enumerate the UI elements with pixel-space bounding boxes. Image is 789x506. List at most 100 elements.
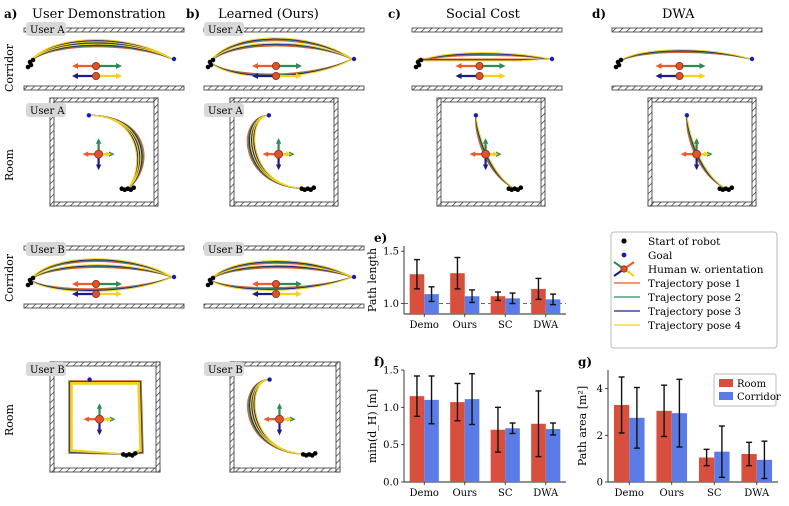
orientation-arrow-down-head xyxy=(95,164,102,171)
legend-human-label: Human w. orientation xyxy=(648,264,764,276)
orientation-arrow-left-head xyxy=(252,291,258,297)
column-headers: a) User Demonstration b) Learned (Ours) … xyxy=(4,7,695,22)
room-wall-left xyxy=(49,97,55,207)
orientation-arrow-left-head xyxy=(72,291,78,297)
orientation-arrow-up-head xyxy=(482,138,489,144)
panel-letter: f) xyxy=(374,355,385,369)
robot-start-marker xyxy=(311,185,317,191)
corridor-scene xyxy=(23,245,185,309)
user-tag: User A xyxy=(26,22,66,36)
human-marker xyxy=(274,149,284,159)
corridor-humans xyxy=(252,62,302,81)
orientation-arrow-right-yellow-head xyxy=(287,416,293,422)
corridor-scene xyxy=(203,245,365,309)
corridor-humans xyxy=(252,279,302,298)
human-with-orientation xyxy=(469,138,502,171)
orientation-arrow-left-head xyxy=(72,73,78,79)
robot-start-marker xyxy=(30,275,36,281)
legend-pose1-label: Trajectory pose 1 xyxy=(648,278,741,290)
bar-room xyxy=(698,457,715,482)
trajectory xyxy=(209,37,353,63)
trajectory xyxy=(29,264,173,281)
robot-start-marker xyxy=(618,57,624,63)
corridor-wall-top xyxy=(23,245,185,251)
room-scene xyxy=(49,97,159,207)
x-tick-label: Ours xyxy=(452,488,477,499)
bar-corridor xyxy=(629,417,645,482)
user-tag: User A xyxy=(26,103,66,117)
human-marker xyxy=(94,149,103,159)
y-tick-label: 0 xyxy=(597,478,603,489)
orientation-arrow-right-head xyxy=(499,63,506,69)
orientation-arrow-right-head xyxy=(116,281,122,287)
row-label-corridor-b: Corridor xyxy=(3,253,16,302)
room-wall-bottom xyxy=(49,467,161,473)
legend-pose2-label: Trajectory pose 2 xyxy=(648,292,741,304)
room-wall-left xyxy=(436,97,442,207)
orientation-arrow-up-head xyxy=(96,403,103,409)
trajectory xyxy=(29,41,173,63)
chart-legend-label: Room xyxy=(737,379,767,390)
human-marker xyxy=(675,72,684,81)
orientation-arrow-right-yellow-head xyxy=(704,151,710,157)
goal-marker xyxy=(351,274,357,280)
bar-charts: e) Path length 1.0 1.5 Demo Ours SC DWA f) min(d_… xyxy=(366,231,781,499)
bar-corridor xyxy=(545,299,561,314)
orientation-arrow-up-head xyxy=(693,138,700,144)
human-marker xyxy=(92,62,101,71)
trajectory xyxy=(686,114,727,190)
room-wall-right xyxy=(153,97,159,207)
orientation-arrow-up-head xyxy=(275,138,282,144)
robot-start-marker xyxy=(25,64,31,70)
panel-letter-d: d) xyxy=(592,7,606,21)
bar-corridor xyxy=(424,294,439,314)
robot-start-marker xyxy=(119,186,125,192)
corridor-wall-bottom xyxy=(23,85,185,91)
trajectory xyxy=(475,114,516,190)
bar-corridor xyxy=(464,296,480,314)
bar-room xyxy=(741,454,757,482)
row-label-room-b: Room xyxy=(3,403,16,436)
user-tag-bg xyxy=(26,22,66,36)
user-tag: User B xyxy=(204,362,244,376)
bar-room xyxy=(450,273,465,314)
y-tick-label: 1.5 xyxy=(383,366,399,377)
robot-start-marker xyxy=(30,57,36,63)
corridor-wall-bottom xyxy=(23,303,185,309)
panel-letter-b: b) xyxy=(186,7,200,21)
user-tag-bg xyxy=(204,362,244,376)
user-tag: User A xyxy=(204,103,244,117)
room-wall-left xyxy=(49,361,55,473)
robot-start-marker xyxy=(120,452,126,457)
human-marker xyxy=(271,72,280,81)
human-marker xyxy=(92,72,101,81)
human-marker xyxy=(92,289,101,298)
user-tag-label: User A xyxy=(30,25,65,36)
trajectory xyxy=(70,382,142,455)
bar-room xyxy=(490,429,506,482)
user-tag-label: User A xyxy=(30,106,65,117)
robot-start-marker xyxy=(205,64,211,70)
orientation-arrow-left-head xyxy=(252,73,258,79)
trajectory xyxy=(209,42,353,63)
trajectory xyxy=(29,43,173,63)
trajectory xyxy=(686,114,727,190)
orientation-arrow-down-head xyxy=(275,164,282,171)
user-tag-bg xyxy=(26,242,66,256)
x-tick-label: SC xyxy=(707,488,722,499)
user-tag-bg xyxy=(204,22,244,36)
robot-start-marker xyxy=(418,57,424,63)
robot-start-marker xyxy=(210,275,216,281)
orientation-arrow-down-head xyxy=(693,164,700,171)
orientation-arrow-right-head xyxy=(296,291,302,297)
column-title-b: Learned (Ours) xyxy=(218,7,319,22)
bar-room xyxy=(613,405,630,482)
chart-g: g) Path area [m²] 0 2 4 Demo Ours SC DWA Room Corr… xyxy=(576,355,781,499)
legend-pose3-label: Trajectory pose 3 xyxy=(648,306,741,318)
robot-start-marker xyxy=(518,185,524,191)
robot-start-marker xyxy=(729,185,735,191)
y-tick-label: 4 xyxy=(597,384,603,395)
y-tick-label: 1.0 xyxy=(383,403,399,414)
orientation-arrow-right-yellow-head xyxy=(106,151,112,157)
orientation-arrow-left-head xyxy=(455,63,462,69)
